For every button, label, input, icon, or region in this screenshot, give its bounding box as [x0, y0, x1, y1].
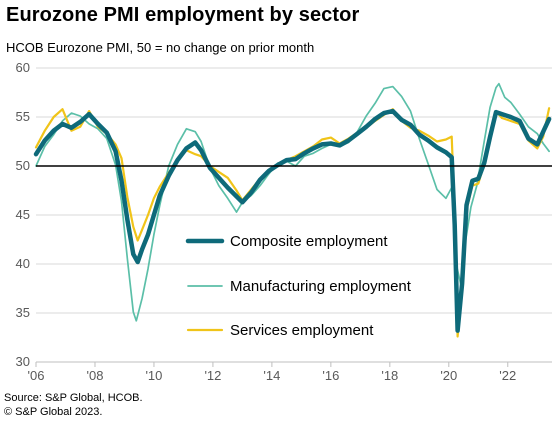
- x-tick-label-2006: '06: [28, 368, 45, 383]
- y-tick-label-60: 60: [16, 60, 30, 75]
- legend-label-1: Manufacturing employment: [230, 278, 412, 295]
- y-tick-label-30: 30: [16, 354, 30, 369]
- x-tick-label-2008: '08: [86, 368, 103, 383]
- x-tick-label-2020: '20: [440, 368, 457, 383]
- y-tick-label-50: 50: [16, 158, 30, 173]
- legend-label-2: Services employment: [230, 322, 374, 339]
- y-tick-label-35: 35: [16, 305, 30, 320]
- series-line-1: [35, 82, 550, 322]
- copyright-note: © S&P Global 2023.: [4, 406, 103, 418]
- x-tick-label-2010: '10: [145, 368, 162, 383]
- x-tick-label-2014: '14: [263, 368, 280, 383]
- chart-title: Eurozone PMI employment by sector: [6, 4, 360, 26]
- y-tick-label-45: 45: [16, 207, 30, 222]
- series-lines: [33, 82, 552, 338]
- chart-subtitle: HCOB Eurozone PMI, 50 = no change on pri…: [6, 40, 315, 55]
- y-tick-label-40: 40: [16, 256, 30, 271]
- legend: Composite employment Manufacturing employ…: [185, 233, 412, 339]
- y-tick-label-55: 55: [16, 109, 30, 124]
- x-tick-label-2018: '18: [381, 368, 398, 383]
- legend-label-0: Composite employment: [230, 233, 388, 250]
- series-line-0: [33, 108, 552, 333]
- x-axis-ticks: '06 '08 '10 '12 '14 '16 '18 '20 '22: [28, 361, 552, 383]
- x-tick-label-2012: '12: [204, 368, 221, 383]
- gridlines: [36, 67, 552, 363]
- x-tick-label-2022: '22: [499, 368, 516, 383]
- x-tick-label-2016: '16: [322, 368, 339, 383]
- y-axis-ticks: 30 35 40 45 50 55 60: [16, 60, 30, 369]
- source-note: Source: S&P Global, HCOB.: [4, 392, 143, 404]
